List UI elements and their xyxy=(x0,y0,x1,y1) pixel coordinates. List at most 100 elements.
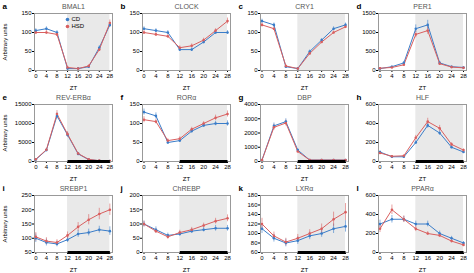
svg-text:12: 12 xyxy=(176,164,183,170)
svg-text:4: 4 xyxy=(154,164,158,170)
svg-text:g: g xyxy=(239,93,244,102)
svg-text:8: 8 xyxy=(284,164,288,170)
svg-text:4: 4 xyxy=(45,164,49,170)
svg-text:0: 0 xyxy=(378,164,382,170)
svg-text:12: 12 xyxy=(294,73,301,79)
svg-text:12: 12 xyxy=(412,73,419,79)
svg-text:16: 16 xyxy=(306,255,313,261)
svg-text:PER1: PER1 xyxy=(413,3,431,10)
svg-text:24: 24 xyxy=(212,164,219,170)
svg-text:3000: 3000 xyxy=(244,116,258,122)
svg-text:150: 150 xyxy=(21,221,32,227)
svg-text:16: 16 xyxy=(188,164,195,170)
svg-text:Arbitrary units: Arbitrary units xyxy=(2,205,8,242)
svg-text:28: 28 xyxy=(342,73,349,79)
svg-text:50: 50 xyxy=(25,249,32,255)
svg-text:PPARα: PPARα xyxy=(411,185,434,192)
svg-text:0: 0 xyxy=(372,158,376,164)
svg-text:150: 150 xyxy=(129,207,140,213)
svg-text:50: 50 xyxy=(133,48,140,54)
svg-text:CRY1: CRY1 xyxy=(295,3,314,10)
svg-text:24: 24 xyxy=(96,73,103,79)
svg-text:24: 24 xyxy=(448,164,455,170)
svg-text:28: 28 xyxy=(342,164,349,170)
svg-text:250: 250 xyxy=(21,192,32,198)
svg-text:ZT: ZT xyxy=(301,267,309,273)
svg-text:600: 600 xyxy=(365,192,376,198)
svg-text:h: h xyxy=(357,93,362,102)
svg-text:200: 200 xyxy=(365,139,376,145)
svg-text:10000: 10000 xyxy=(15,120,32,126)
svg-text:8: 8 xyxy=(284,73,288,79)
svg-text:DBP: DBP xyxy=(297,94,312,101)
svg-text:0: 0 xyxy=(142,73,146,79)
svg-text:4: 4 xyxy=(154,255,158,261)
svg-text:ZT: ZT xyxy=(70,267,78,273)
svg-text:1000: 1000 xyxy=(244,144,258,150)
svg-text:24: 24 xyxy=(448,255,455,261)
svg-text:28: 28 xyxy=(342,255,349,261)
svg-text:0: 0 xyxy=(378,255,382,261)
svg-text:REV-ERBα: REV-ERBα xyxy=(56,94,91,101)
svg-text:4: 4 xyxy=(390,164,394,170)
svg-text:20: 20 xyxy=(200,164,207,170)
svg-text:4: 4 xyxy=(390,73,394,79)
svg-text:k: k xyxy=(239,184,244,193)
svg-text:24: 24 xyxy=(330,73,337,79)
svg-text:0: 0 xyxy=(34,73,38,79)
svg-text:4: 4 xyxy=(272,255,276,261)
svg-text:j: j xyxy=(120,184,123,193)
svg-text:BMAL1: BMAL1 xyxy=(62,3,85,10)
svg-text:16: 16 xyxy=(75,73,82,79)
svg-text:1000: 1000 xyxy=(362,29,376,35)
svg-text:20: 20 xyxy=(318,164,325,170)
svg-text:ZT: ZT xyxy=(183,85,191,91)
svg-text:8: 8 xyxy=(55,255,59,261)
svg-text:4: 4 xyxy=(390,255,394,261)
svg-text:12: 12 xyxy=(176,73,183,79)
svg-text:15000: 15000 xyxy=(15,101,32,107)
svg-text:16: 16 xyxy=(188,255,195,261)
svg-text:16: 16 xyxy=(75,255,82,261)
svg-text:20: 20 xyxy=(200,255,207,261)
svg-text:12: 12 xyxy=(412,164,419,170)
svg-text:ZT: ZT xyxy=(183,267,191,273)
svg-text:a: a xyxy=(3,2,8,11)
svg-text:5000: 5000 xyxy=(18,139,32,145)
svg-text:12: 12 xyxy=(294,255,301,261)
svg-text:8: 8 xyxy=(166,73,170,79)
svg-text:12: 12 xyxy=(64,73,71,79)
svg-text:i: i xyxy=(3,184,5,193)
svg-text:0: 0 xyxy=(142,164,146,170)
svg-text:20: 20 xyxy=(200,73,207,79)
svg-text:12: 12 xyxy=(412,255,419,261)
svg-text:f: f xyxy=(121,93,124,102)
svg-text:Arbitrary units: Arbitrary units xyxy=(2,23,8,60)
svg-text:400: 400 xyxy=(365,211,376,217)
svg-text:28: 28 xyxy=(107,164,114,170)
svg-text:ChREBP: ChREBP xyxy=(172,185,200,192)
svg-text:24: 24 xyxy=(330,164,337,170)
svg-text:b: b xyxy=(121,2,126,11)
svg-text:20: 20 xyxy=(85,164,92,170)
svg-text:0: 0 xyxy=(142,255,146,261)
svg-text:CD: CD xyxy=(72,16,81,22)
svg-text:28: 28 xyxy=(107,73,114,79)
svg-text:180: 180 xyxy=(247,192,258,198)
svg-text:8: 8 xyxy=(402,255,406,261)
svg-text:0: 0 xyxy=(136,249,140,255)
svg-text:4000: 4000 xyxy=(244,101,258,107)
svg-text:160: 160 xyxy=(247,202,258,208)
svg-text:12: 12 xyxy=(176,255,183,261)
svg-text:16: 16 xyxy=(306,73,313,79)
svg-text:24: 24 xyxy=(330,255,337,261)
svg-text:16: 16 xyxy=(424,73,431,79)
svg-text:24: 24 xyxy=(96,255,103,261)
svg-text:28: 28 xyxy=(460,164,467,170)
svg-text:150: 150 xyxy=(247,10,258,16)
svg-text:24: 24 xyxy=(212,255,219,261)
svg-text:c: c xyxy=(239,2,244,11)
svg-text:400: 400 xyxy=(365,120,376,126)
svg-text:16: 16 xyxy=(75,164,82,170)
svg-text:LXRα: LXRα xyxy=(296,185,314,192)
